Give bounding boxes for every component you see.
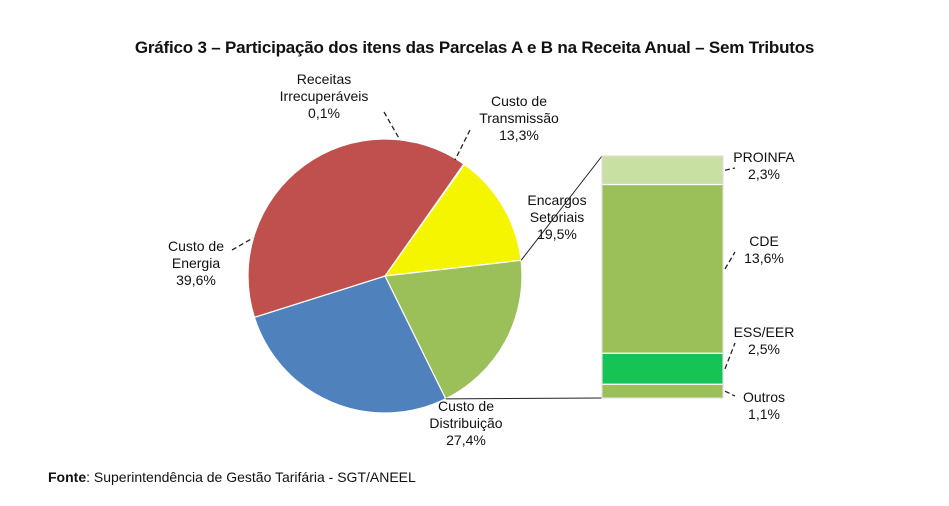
connector-lines: [445, 155, 603, 400]
pie-group: [247, 138, 523, 414]
source-note: Fonte: Superintendência de Gestão Tarifá…: [48, 469, 416, 485]
pie-label-custo-de-distribuicao: Custo de Distribuição 27,4%: [429, 398, 502, 448]
leader-line-custo-de-transmissao: [454, 129, 471, 161]
pie-label-encargos-setoriais: Encargos Setoriais 19,5%: [527, 192, 586, 242]
bar-segment-cde: [601, 183, 724, 354]
pie-slice-custo-de-energia: [247, 138, 465, 319]
bar-label-outros: Outros 1,1%: [743, 389, 785, 422]
leader-line-custo-de-energia: [231, 237, 254, 251]
label-group: Receitas Irrecuperáveis 0,1% Custo de Transm…: [168, 71, 795, 448]
bar-segment-proinfa: [601, 155, 724, 186]
bar-leader-cde: [724, 251, 736, 270]
pie-label-custo-de-transmissao: Custo de Transmissão 13,3%: [479, 93, 559, 143]
pie-slice-encargos-setoriais: [384, 259, 523, 400]
bar-segment-outros: [601, 383, 724, 399]
bar-leader-ess-eer: [724, 342, 736, 370]
chart-title: Gráfico 3 – Participação dos itens das P…: [134, 38, 815, 57]
bar-label-ess-eer: ESS/EER 2,5%: [734, 324, 795, 357]
bar-leader-outros: [724, 390, 736, 397]
pie-slice-custo-de-distribuicao: [253, 275, 447, 414]
source-prefix: Fonte: [48, 469, 87, 485]
pie-slice-custo-de-transmissao: [383, 163, 522, 277]
connector-line-top: [520, 155, 603, 261]
source-text: : Superintendência de Gestão Tarifária -…: [86, 469, 416, 485]
bar-label-proinfa: PROINFA 2,3%: [733, 149, 795, 182]
bar-leader-proinfa: [724, 167, 736, 171]
leader-line-receitas-irrecuperaveis: [383, 111, 401, 141]
connector-line-bottom: [445, 397, 603, 400]
bar-label-cde: CDE 13,6%: [744, 233, 784, 266]
pie-label-custo-de-energia: Custo de Energia 39,6%: [168, 238, 224, 288]
bar-outline: [601, 155, 724, 399]
bar-segment-ess-eer: [601, 352, 724, 385]
stacked-bar-group: [601, 155, 724, 399]
pie-label-receitas-irrecuperaveis: Receitas Irrecuperáveis 0,1%: [280, 71, 369, 121]
